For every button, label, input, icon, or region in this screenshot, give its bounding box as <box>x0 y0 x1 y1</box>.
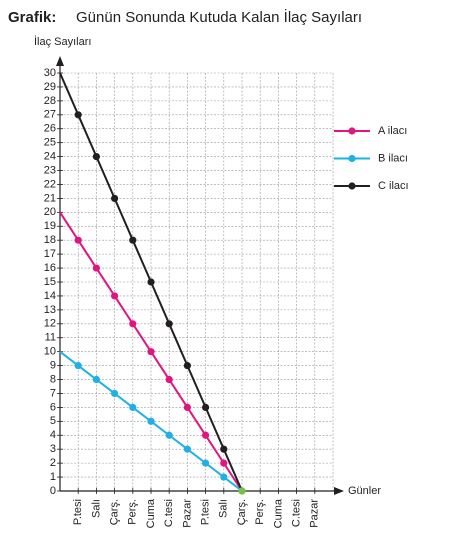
legend-marker <box>348 127 356 135</box>
y-tick-label: 13 <box>44 304 56 316</box>
series-point <box>92 264 100 272</box>
y-tick-label: 6 <box>50 401 56 413</box>
y-axis-label: İlaç Sayıları <box>34 35 91 48</box>
series-point <box>238 487 246 495</box>
x-tick-label: C.tesi <box>291 499 303 527</box>
series-point <box>202 431 210 439</box>
y-tick-label: 12 <box>44 318 56 330</box>
x-tick-label: P.tesi <box>200 499 212 525</box>
series-point <box>74 236 82 244</box>
legend-marker <box>348 154 356 163</box>
y-tick-label: 11 <box>45 332 56 344</box>
series-point <box>220 473 228 481</box>
x-tick-label: Salı <box>90 499 102 518</box>
y-tick-label: 10 <box>44 346 56 358</box>
series-point <box>147 348 155 356</box>
x-axis-label: Günler <box>348 485 381 497</box>
y-tick-label: 26 <box>44 123 56 135</box>
x-tick-label: P.tesi <box>72 499 84 525</box>
y-tick-label: 27 <box>44 109 56 121</box>
y-tick-label: 17 <box>44 248 56 260</box>
title-prefix: Grafik: <box>8 9 56 26</box>
x-tick-label: Salı <box>218 499 230 518</box>
series-point <box>111 292 119 300</box>
series-point <box>183 362 191 370</box>
series-point <box>92 375 100 384</box>
series-point <box>111 194 119 202</box>
series-point <box>147 417 155 425</box>
x-tick-label: Çarş. <box>236 499 248 525</box>
y-tick-label: 21 <box>44 192 56 204</box>
series-point <box>202 459 210 467</box>
y-tick-label: 20 <box>44 206 56 218</box>
x-tick-label: Cuma <box>145 498 157 528</box>
y-tick-label: 1 <box>50 471 56 483</box>
y-tick-label: 7 <box>50 387 56 399</box>
legend-label: C ilacı <box>378 180 409 192</box>
series-point <box>220 445 228 453</box>
series-point <box>129 236 137 244</box>
y-tick-label: 24 <box>44 151 56 163</box>
y-tick-label: 22 <box>44 178 56 190</box>
y-tick-label: 28 <box>44 95 56 107</box>
y-tick-label: 8 <box>50 373 56 385</box>
y-tick-label: 25 <box>44 137 56 149</box>
y-tick-label: 4 <box>50 429 56 441</box>
y-tick-label: 30 <box>44 67 56 79</box>
x-axis-arrow <box>334 487 344 495</box>
x-tick-label: C.tesi <box>163 499 175 527</box>
series-point <box>74 111 82 119</box>
y-tick-label: 19 <box>44 220 56 232</box>
series-point <box>129 320 137 328</box>
legend-marker <box>348 182 356 190</box>
x-tick-label: Pazar <box>181 499 193 528</box>
legend-label: A ilacı <box>378 125 407 137</box>
series-point <box>220 459 228 467</box>
series-point <box>147 278 155 286</box>
series-point <box>74 362 82 370</box>
series-point <box>202 403 210 411</box>
series-point <box>129 403 137 411</box>
series-point <box>165 375 173 384</box>
y-tick-label: 14 <box>44 290 56 302</box>
x-tick-label: Pazar <box>309 499 321 528</box>
legend-label: B ilacı <box>378 152 408 164</box>
series-point <box>111 389 119 398</box>
y-tick-label: 15 <box>44 276 56 288</box>
y-tick-label: 9 <box>50 360 56 372</box>
y-tick-label: 0 <box>50 485 56 497</box>
chart-title: Günün Sonunda Kutuda Kalan İlaç Sayıları <box>76 8 362 26</box>
y-tick-label: 18 <box>44 234 56 246</box>
x-tick-label: Çarş. <box>109 499 121 525</box>
series-point <box>183 403 191 411</box>
y-tick-label: 23 <box>44 164 56 176</box>
series-point <box>165 431 173 439</box>
series-point <box>165 320 173 328</box>
series-point <box>183 445 191 453</box>
x-tick-label: Cuma <box>272 498 284 528</box>
y-tick-label: 16 <box>44 262 56 274</box>
series-point <box>92 153 100 161</box>
y-axis-arrow <box>56 56 64 66</box>
x-tick-label: Perş. <box>254 499 266 525</box>
y-tick-label: 3 <box>50 443 56 455</box>
y-tick-label: 29 <box>44 81 56 93</box>
y-tick-label: 2 <box>50 457 56 469</box>
y-tick-label: 5 <box>50 415 56 427</box>
x-tick-label: Perş. <box>127 499 139 525</box>
